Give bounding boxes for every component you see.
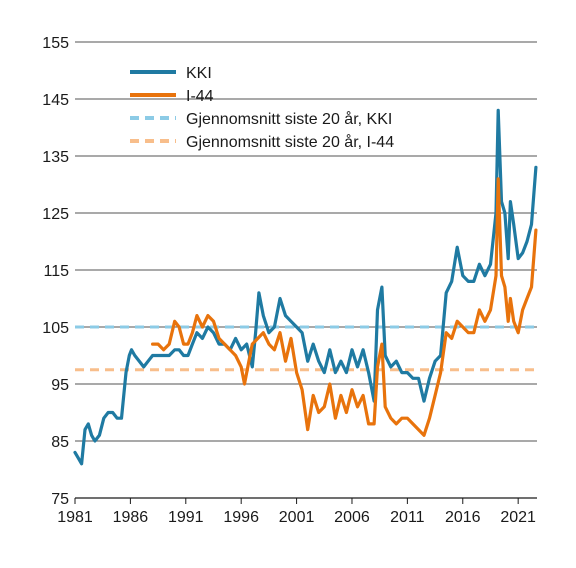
legend-label-avg-i44: Gjennomsnitt siste 20 år, I-44 bbox=[186, 133, 394, 151]
x-tick-label: 2021 bbox=[500, 509, 536, 526]
series-line-i44 bbox=[151, 177, 538, 437]
legend-label-kki: KKI bbox=[186, 65, 212, 82]
x-tick-label: 2001 bbox=[279, 509, 315, 526]
x-axis-ticks: 1981 1986 1991 1996 2001 2006 2011 2016 2021 bbox=[57, 498, 536, 526]
x-tick-label: 1986 bbox=[113, 509, 149, 526]
x-tick-label: 1991 bbox=[168, 509, 204, 526]
y-tick-label: 105 bbox=[42, 320, 69, 337]
x-tick-label: 2006 bbox=[334, 509, 370, 526]
x-tick-label: 1996 bbox=[223, 509, 259, 526]
y-tick-label: 95 bbox=[51, 377, 69, 394]
legend-label-i44: I-44 bbox=[186, 88, 214, 105]
y-tick-label: 135 bbox=[42, 149, 69, 166]
x-tick-label: 2011 bbox=[390, 509, 425, 526]
y-tick-label: 155 bbox=[42, 35, 69, 52]
y-tick-label: 145 bbox=[42, 92, 69, 109]
legend: KKI I-44 Gjennomsnitt siste 20 år, KKI G… bbox=[130, 65, 394, 151]
y-tick-label: 125 bbox=[42, 206, 69, 223]
gridlines bbox=[75, 41, 537, 442]
series-lines bbox=[73, 108, 538, 466]
series-line-kki bbox=[73, 108, 538, 466]
legend-label-avg-kki: Gjennomsnitt siste 20 år, KKI bbox=[186, 110, 392, 128]
x-tick-label: 2016 bbox=[445, 509, 481, 526]
y-tick-label: 85 bbox=[51, 434, 69, 451]
x-tick-label: 1981 bbox=[57, 509, 93, 526]
y-tick-label: 115 bbox=[43, 263, 69, 280]
reference-lines bbox=[75, 325, 537, 372]
y-tick-label: 75 bbox=[51, 491, 69, 508]
y-axis-ticks: 75 85 95 105 115 125 135 145 155 bbox=[42, 35, 69, 508]
